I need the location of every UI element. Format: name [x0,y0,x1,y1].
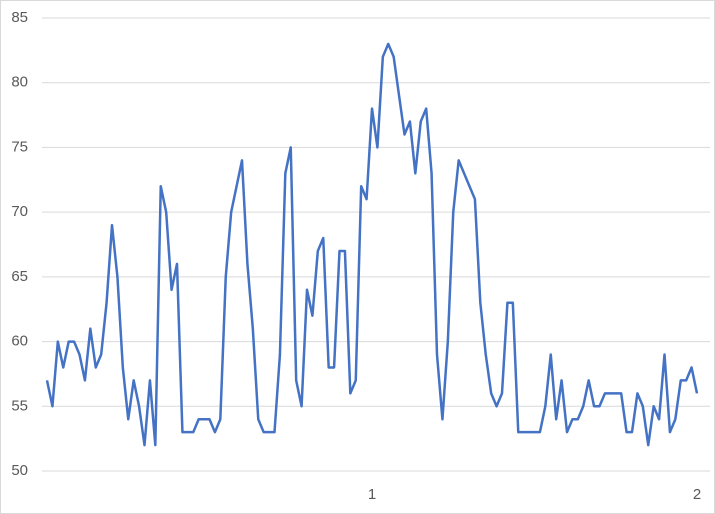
y-tick-label: 70 [11,203,28,220]
y-tick-label: 55 [11,397,28,414]
x-tick-label: 1 [368,486,376,503]
y-tick-label: 60 [11,333,28,350]
y-tick-label: 75 [11,138,28,155]
y-tick-label: 85 [11,9,28,26]
y-tick-label: 80 [11,74,28,91]
y-tick-label: 65 [11,268,28,285]
x-tick-label: 2 [693,486,701,503]
y-tick-label: 50 [11,462,28,479]
data-line [45,42,699,447]
